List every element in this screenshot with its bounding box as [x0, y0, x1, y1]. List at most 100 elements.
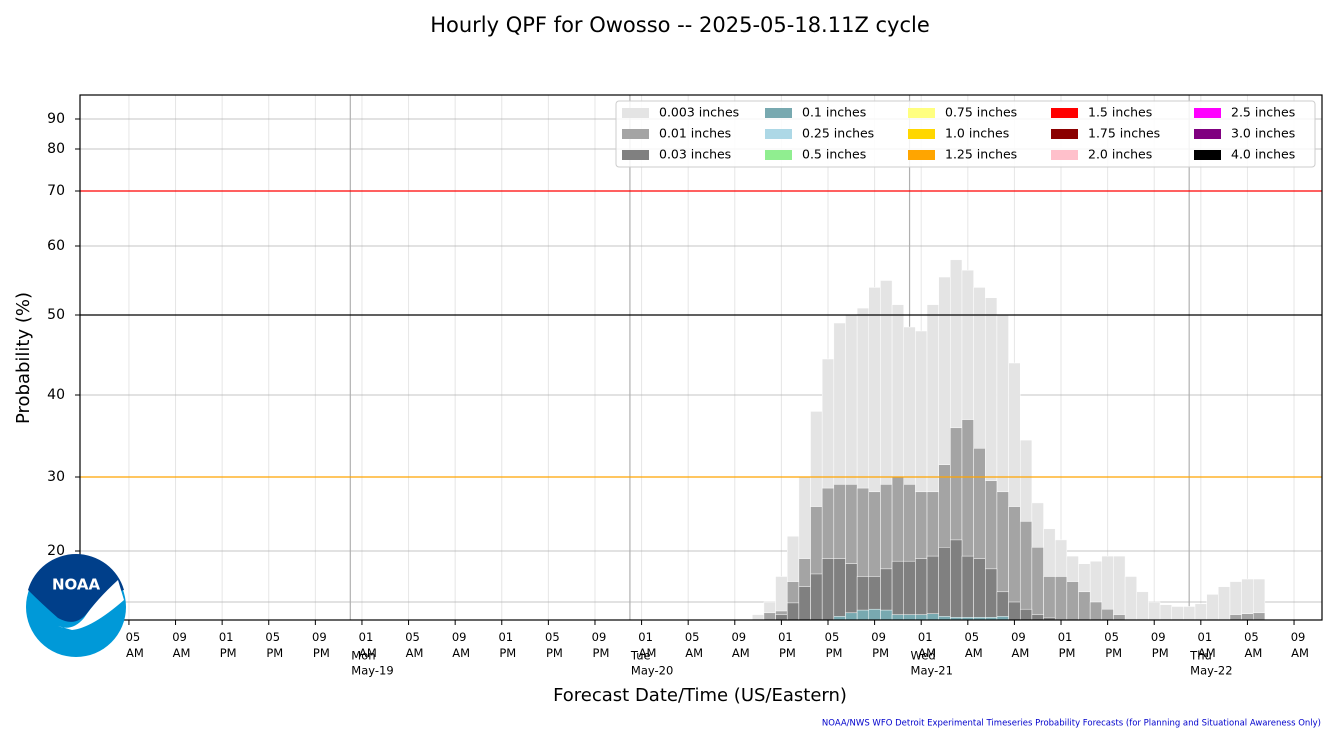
bar [915, 558, 928, 621]
x-tick-label: 01 PM [498, 630, 516, 660]
legend-swatch [908, 108, 935, 118]
x-tick-label: 05 AM [685, 630, 703, 660]
y-tick-label: 20 [47, 543, 65, 559]
x-tick-label: 05 AM [1244, 630, 1262, 660]
legend: 0.003 inches 0.01 inches 0.03 inches 0.1 in… [615, 100, 1316, 168]
bar [903, 614, 916, 621]
bar [833, 558, 846, 621]
y-tick-label: 30 [47, 469, 65, 485]
x-axis-label: Forecast Date/Time (US/Eastern) [553, 685, 847, 706]
bar [891, 560, 904, 621]
legend-label: 0.1 inches [802, 105, 866, 120]
y-axis-label: Probability (%) [13, 292, 34, 424]
x-tick-label: 09 AM [172, 630, 190, 660]
bar [1241, 613, 1254, 621]
x-tick-label: 05 AM [126, 630, 144, 660]
legend-swatch [622, 108, 649, 118]
bar [1078, 591, 1091, 621]
bar [1019, 521, 1033, 621]
x-tick-label: 05 PM [1104, 630, 1122, 660]
bar [1124, 576, 1137, 621]
bar [985, 568, 998, 621]
x-tick-label: 01 AM [359, 630, 377, 660]
x-tick-label: 01 PM [1058, 630, 1076, 660]
legend-swatch [765, 150, 792, 160]
legend-label: 0.25 inches [802, 126, 874, 141]
x-tick-label: 05 PM [545, 630, 563, 660]
legend-swatch [1051, 129, 1078, 139]
bar [1043, 576, 1056, 621]
legend-label: 0.03 inches [659, 147, 731, 162]
bar [845, 612, 858, 621]
bar [891, 614, 904, 621]
y-tick-label: 70 [47, 183, 65, 199]
legend-swatch [622, 150, 649, 160]
bar [1159, 604, 1172, 621]
legend-label: 1.75 inches [1088, 126, 1160, 141]
bar [1113, 614, 1126, 621]
legend-swatch [908, 129, 935, 139]
bar [926, 613, 939, 621]
bar [1171, 606, 1184, 621]
bar [1031, 614, 1044, 621]
x-tick-label: 09 PM [1151, 630, 1169, 660]
legend-label: 2.5 inches [1231, 105, 1295, 120]
bar [973, 558, 986, 621]
bar [961, 555, 974, 621]
legend-label: 0.003 inches [659, 105, 739, 120]
chart-title: Hourly QPF for Owosso -- 2025-05-18.11Z … [430, 13, 930, 37]
bar [1019, 608, 1033, 621]
legend-label: 4.0 inches [1231, 147, 1295, 162]
day-date: May-21 [911, 664, 953, 678]
legend-label: 1.0 inches [945, 126, 1009, 141]
bar [798, 586, 811, 621]
x-tick-label: 09 PM [871, 630, 889, 660]
day-date: May-22 [1190, 664, 1232, 678]
legend-swatch [765, 108, 792, 118]
legend-label: 0.01 inches [659, 126, 731, 141]
bar [1229, 581, 1242, 621]
bar [1113, 555, 1126, 621]
legend-label: 3.0 inches [1231, 126, 1295, 141]
day-weekday: Thu [1189, 649, 1212, 663]
x-tick-label: 05 PM [265, 630, 283, 660]
bar [950, 539, 963, 621]
logo-bird [58, 580, 124, 630]
x-tick-label: 09 AM [1291, 630, 1309, 660]
day-weekday: Wed [911, 649, 936, 663]
axes-frame [79, 94, 1323, 621]
logo-top [28, 554, 124, 622]
bar [763, 612, 776, 621]
footnote: NOAA/NWS WFO Detroit Experimental Timese… [822, 719, 1321, 729]
bar [1194, 603, 1207, 621]
x-tick-label: 09 PM [592, 630, 610, 660]
bar [1136, 591, 1149, 621]
bar [1253, 612, 1266, 621]
x-tick-label: 01 AM [918, 630, 936, 660]
x-tick-label: 09 AM [731, 630, 749, 660]
bar [1031, 547, 1044, 621]
y-tick-label: 60 [47, 238, 65, 254]
noaa-logo: NOAA [26, 554, 126, 657]
legend-label: 0.5 inches [802, 147, 866, 162]
legend-swatch [1194, 150, 1221, 160]
bar [903, 560, 916, 621]
bar [1008, 601, 1021, 621]
y-tick-label: 80 [47, 141, 65, 157]
day-weekday: Mon [351, 649, 375, 663]
bar [1206, 594, 1219, 621]
bar [926, 555, 939, 621]
bar [752, 614, 765, 621]
plot-area: 10203040506070809005AM09AM01PM05PM09PM01… [47, 94, 1323, 678]
bar [1183, 606, 1196, 621]
legend-swatch [1194, 129, 1221, 139]
bar [845, 563, 858, 621]
bar [880, 609, 893, 621]
y-tick-label: 90 [47, 111, 65, 127]
bar [1101, 608, 1114, 621]
x-tick-label: 05 PM [825, 630, 843, 660]
legend-label: 1.25 inches [945, 147, 1017, 162]
bar [868, 608, 881, 621]
bar [786, 602, 800, 621]
